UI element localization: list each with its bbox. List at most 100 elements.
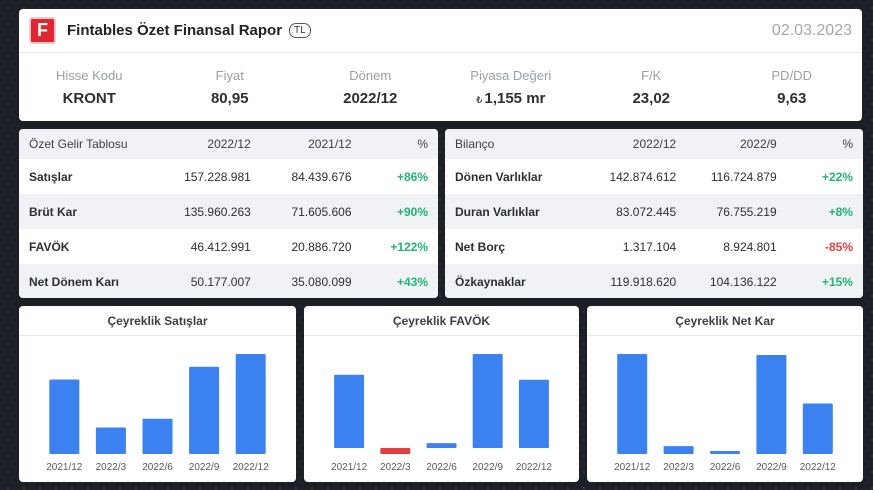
cell-value: 76.755.219 (716, 204, 777, 219)
metric-price: Fiyat 80,95 (160, 68, 301, 107)
header-bar: F Fintables Özet Finansal Rapor TL 02.03… (19, 9, 862, 53)
bar-2022-9 (189, 366, 220, 454)
table-header: Bilanço 2022/12 2022/9 % (445, 129, 863, 159)
change-percent: +90% (396, 204, 429, 219)
change-percent: +15% (821, 274, 853, 289)
cell-value: 20.886.720 (291, 239, 352, 254)
bar-2022-9 (472, 354, 503, 449)
table-header: Özet Gelir Tablosu 2022/12 2021/12 % (19, 129, 438, 159)
metric-label: Hisse Kodu (56, 67, 123, 83)
metric-pe: F/K 23,02 (581, 68, 722, 107)
metric-ticker: Hisse Kodu KRONT (19, 68, 160, 107)
cell-value: 35.080.099 (291, 274, 352, 289)
bar-2022-6 (710, 451, 740, 454)
chart-title: Çeyreklik Satışlar (19, 306, 296, 336)
x-tick-label: 2022/3 (663, 462, 694, 473)
report-title: Fintables Özet Finansal Rapor (67, 22, 283, 39)
metric-value: ₺ 1,155 mr (441, 90, 582, 107)
bar-2021-12 (49, 379, 80, 454)
column-header: Bilanço (455, 137, 495, 151)
table-row: Dönen Varlıklar 142.874.612 116.724.879 … (445, 159, 863, 194)
summary-header-card: F Fintables Özet Finansal Rapor TL 02.03… (19, 9, 862, 121)
column-header: 2021/12 (308, 137, 352, 151)
balance-sheet-table: Bilanço 2022/12 2022/9 % Dönen Varlıklar… (445, 129, 863, 298)
cell-value: 157.228.981 (184, 169, 251, 184)
bar-2022-6 (426, 443, 457, 449)
bar-2021-12 (617, 354, 648, 454)
metric-value: 9,63 (777, 89, 807, 107)
x-tick-label: 2022/9 (756, 462, 787, 473)
bar-2022-9 (756, 354, 787, 454)
x-tick-label: 2021/12 (331, 462, 368, 473)
net-profit-bar-chart: 2021/12 2022/3 2022/6 2022/9 2022/12 (614, 354, 837, 473)
income-statement-table: Özet Gelir Tablosu 2022/12 2021/12 % Sat… (19, 129, 438, 298)
x-tick-label: 2022/9 (189, 462, 220, 473)
column-header: 2022/12 (207, 137, 251, 151)
column-header: 2022/12 (632, 137, 677, 151)
currency-badge: TL (289, 23, 311, 38)
x-tick-label: 2022/6 (710, 462, 741, 473)
cell-value: 50.177.007 (190, 274, 251, 289)
cell-value: 83.072.445 (616, 204, 677, 219)
column-header: 2022/9 (739, 137, 777, 151)
metric-label: Fiyat (215, 67, 244, 83)
x-tick-label: 2022/12 (800, 462, 837, 473)
metric-label: Dönem (349, 67, 392, 83)
cell-value: 116.724.879 (710, 169, 777, 184)
metric-value: 80,95 (210, 89, 249, 107)
row-label: Net Borç (455, 239, 506, 254)
cell-value: 46.412.991 (190, 239, 251, 254)
table-row: Duran Varlıklar 83.072.445 76.755.219 +8… (445, 194, 863, 229)
x-tick-label: 2022/12 (516, 462, 553, 473)
table-row: FAVÖK 46.412.991 20.886.720 +122% (19, 229, 438, 264)
quarterly-net-profit-chart: Çeyreklik Net Kar 2021/12 2022/3 2022/6 202… (587, 306, 863, 482)
x-tick-label: 2022/9 (472, 462, 503, 473)
bar-2022-6 (142, 418, 173, 454)
report-date: 02.03.2023 (771, 21, 852, 39)
change-percent: -85% (824, 239, 853, 254)
metric-label: F/K (641, 67, 662, 83)
row-label: Duran Varlıklar (455, 204, 540, 219)
bar-2021-12 (334, 374, 365, 449)
quarterly-ebitda-chart: Çeyreklik FAVÖK 2021/12 2022/3 2022/6 2022/… (304, 306, 579, 482)
x-tick-label: 2022/6 (142, 462, 173, 473)
change-percent: +86% (396, 169, 429, 184)
metric-value: KRONT (62, 89, 116, 107)
metric-value: 2022/12 (343, 89, 398, 107)
chart-title: Çeyreklik Net Kar (587, 306, 863, 336)
column-header: Özet Gelir Tablosu (29, 137, 128, 151)
bar-2022-3 (95, 427, 126, 454)
table-row: Brüt Kar 135.960.263 71.605.606 +90% (19, 194, 438, 229)
x-tick-label: 2022/12 (233, 462, 270, 473)
row-label: Brüt Kar (29, 204, 78, 219)
table-row: Net Dönem Karı 50.177.007 35.080.099 +43… (19, 264, 438, 298)
bar-2022-12 (802, 403, 833, 454)
x-tick-label: 2022/3 (380, 462, 411, 473)
bar-2022-12 (518, 379, 549, 449)
lira-icon: ₺ (476, 94, 483, 106)
cell-value: 71.605.606 (291, 204, 352, 219)
fintables-logo-icon: F (29, 17, 56, 44)
bar-2022-3 (663, 446, 694, 454)
quarterly-sales-chart: Çeyreklik Satışlar 2021/12 2022/3 2022/6 20… (19, 306, 296, 482)
metric-market-cap: Piyasa Değeri ₺ 1,155 mr (441, 68, 582, 107)
cell-value: 84.439.676 (291, 169, 352, 184)
bar-2022-12 (235, 354, 266, 454)
x-tick-label: 2022/3 (96, 462, 127, 473)
row-label: Satışlar (29, 169, 73, 184)
change-percent: +22% (821, 169, 853, 184)
row-label: Net Dönem Karı (29, 274, 120, 289)
change-percent: +122% (390, 239, 429, 254)
cell-value: 119.918.620 (610, 274, 677, 289)
cell-value: 8.924.801 (723, 239, 777, 254)
ebitda-bar-chart: 2021/12 2022/3 2022/6 2022/9 2022/12 (331, 354, 553, 473)
metric-label: PD/DD (771, 67, 812, 83)
chart-title: Çeyreklik FAVÖK (304, 306, 579, 336)
x-tick-label: 2022/6 (426, 462, 457, 473)
row-label: Özkaynaklar (455, 274, 526, 289)
metric-label: Piyasa Değeri (470, 67, 552, 83)
change-percent: +43% (396, 274, 429, 289)
cell-value: 1.317.104 (622, 239, 677, 254)
sales-bar-chart: 2021/12 2022/3 2022/6 2022/9 2022/12 (46, 354, 270, 473)
table-row: Satışlar 157.228.981 84.439.676 +86% (19, 159, 438, 194)
